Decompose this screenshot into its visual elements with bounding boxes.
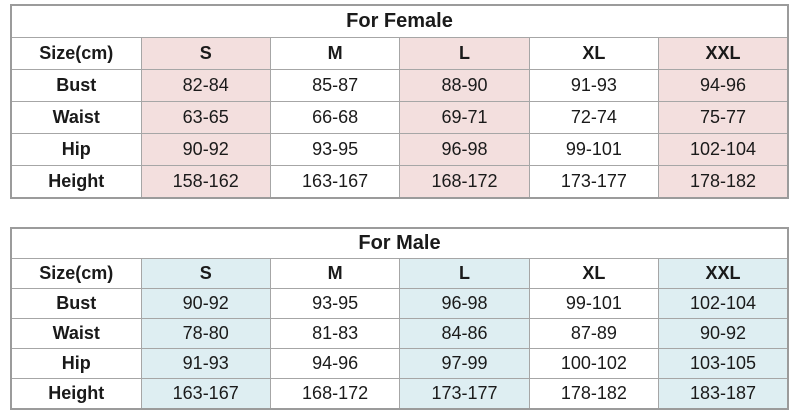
size-range-cell: 90-92 bbox=[140, 133, 271, 166]
male-row-height: Height 163-167 168-172 173-177 178-182 183-18… bbox=[10, 378, 789, 410]
column-header-l: L bbox=[399, 258, 530, 289]
size-range-cell: 81-83 bbox=[269, 318, 401, 349]
size-range-cell: 91-93 bbox=[528, 69, 660, 102]
row-label: Height bbox=[10, 165, 142, 199]
size-range-cell: 93-95 bbox=[269, 288, 401, 319]
size-range-cell: 72-74 bbox=[528, 101, 660, 134]
size-range-cell: 90-92 bbox=[140, 288, 271, 319]
size-range-cell: 173-177 bbox=[399, 378, 530, 410]
female-title-row: For Female bbox=[10, 4, 789, 38]
column-header-xl: XL bbox=[528, 258, 660, 289]
male-header-row: Size(cm) S M L XL XXL bbox=[10, 258, 789, 289]
size-range-cell: 97-99 bbox=[399, 348, 530, 379]
male-row-bust: Bust 90-92 93-95 96-98 99-101 102-104 bbox=[10, 288, 789, 319]
column-header-m: M bbox=[269, 37, 401, 70]
size-range-cell: 102-104 bbox=[658, 133, 789, 166]
female-table-title: For Female bbox=[10, 4, 789, 38]
size-range-cell: 93-95 bbox=[269, 133, 401, 166]
size-range-cell: 183-187 bbox=[658, 378, 789, 410]
male-row-hip: Hip 91-93 94-96 97-99 100-102 103-105 bbox=[10, 348, 789, 379]
column-header-s: S bbox=[140, 37, 271, 70]
size-range-cell: 178-182 bbox=[528, 378, 660, 410]
male-table-title: For Male bbox=[10, 227, 789, 259]
column-header-sizecm: Size(cm) bbox=[10, 37, 142, 70]
male-row-waist: Waist 78-80 81-83 84-86 87-89 90-92 bbox=[10, 318, 789, 349]
size-range-cell: 168-172 bbox=[269, 378, 401, 410]
size-range-cell: 99-101 bbox=[528, 133, 660, 166]
row-label: Waist bbox=[10, 101, 142, 134]
size-range-cell: 75-77 bbox=[658, 101, 789, 134]
row-label: Hip bbox=[10, 133, 142, 166]
column-header-sizecm: Size(cm) bbox=[10, 258, 142, 289]
female-row-waist: Waist 63-65 66-68 69-71 72-74 75-77 bbox=[10, 101, 789, 134]
size-range-cell: 63-65 bbox=[140, 101, 271, 134]
male-title-row: For Male bbox=[10, 227, 789, 259]
column-header-m: M bbox=[269, 258, 401, 289]
female-row-hip: Hip 90-92 93-95 96-98 99-101 102-104 bbox=[10, 133, 789, 166]
column-header-l: L bbox=[399, 37, 530, 70]
size-range-cell: 96-98 bbox=[399, 133, 530, 166]
size-range-cell: 87-89 bbox=[528, 318, 660, 349]
size-range-cell: 168-172 bbox=[399, 165, 530, 199]
row-label: Hip bbox=[10, 348, 142, 379]
size-range-cell: 178-182 bbox=[658, 165, 789, 199]
size-range-cell: 84-86 bbox=[399, 318, 530, 349]
size-range-cell: 82-84 bbox=[140, 69, 271, 102]
size-range-cell: 69-71 bbox=[399, 101, 530, 134]
size-table-female: For Female Size(cm) S M L XL XXL Bust 82-84 85-87… bbox=[10, 4, 789, 199]
size-table-male: For Male Size(cm) S M L XL XXL Bust 90-92 93-95 96… bbox=[10, 227, 789, 410]
size-range-cell: 90-92 bbox=[658, 318, 789, 349]
size-range-cell: 158-162 bbox=[140, 165, 271, 199]
column-header-xl: XL bbox=[528, 37, 660, 70]
row-label: Bust bbox=[10, 288, 142, 319]
size-range-cell: 100-102 bbox=[528, 348, 660, 379]
column-header-xxl: XXL bbox=[658, 258, 789, 289]
size-range-cell: 173-177 bbox=[528, 165, 660, 199]
size-range-cell: 66-68 bbox=[269, 101, 401, 134]
row-label: Bust bbox=[10, 69, 142, 102]
female-row-bust: Bust 82-84 85-87 88-90 91-93 94-96 bbox=[10, 69, 789, 102]
size-range-cell: 102-104 bbox=[658, 288, 789, 319]
size-range-cell: 96-98 bbox=[399, 288, 530, 319]
size-range-cell: 103-105 bbox=[658, 348, 789, 379]
row-label: Waist bbox=[10, 318, 142, 349]
size-range-cell: 163-167 bbox=[140, 378, 271, 410]
size-range-cell: 99-101 bbox=[528, 288, 660, 319]
size-range-cell: 85-87 bbox=[269, 69, 401, 102]
female-row-height: Height 158-162 163-167 168-172 173-177 178-18… bbox=[10, 165, 789, 199]
size-range-cell: 94-96 bbox=[269, 348, 401, 379]
column-header-s: S bbox=[140, 258, 271, 289]
size-range-cell: 88-90 bbox=[399, 69, 530, 102]
female-header-row: Size(cm) S M L XL XXL bbox=[10, 37, 789, 70]
column-header-xxl: XXL bbox=[658, 37, 789, 70]
size-range-cell: 163-167 bbox=[269, 165, 401, 199]
size-range-cell: 94-96 bbox=[658, 69, 789, 102]
size-range-cell: 91-93 bbox=[140, 348, 271, 379]
row-label: Height bbox=[10, 378, 142, 410]
size-range-cell: 78-80 bbox=[140, 318, 271, 349]
